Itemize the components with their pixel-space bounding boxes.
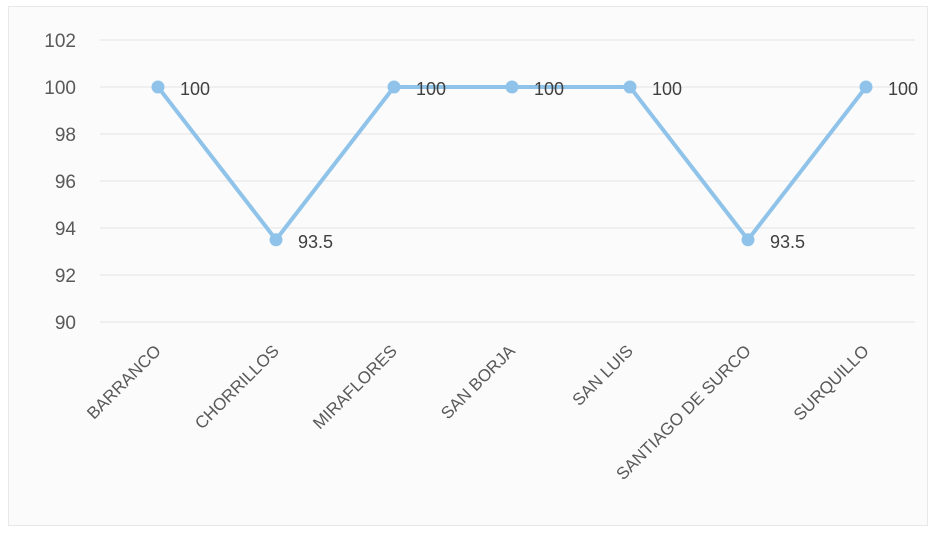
data-label-2: 100 [416,79,446,99]
y-tick-label-102: 102 [44,31,76,52]
x-category-label-miraflores: MIRAFLORES [309,341,401,433]
y-tick-label-100: 100 [44,78,76,99]
x-axis-category-labels: BARRANCO CHORRILLOS MIRAFLORES SAN BORJA SAN… [83,341,873,484]
x-category-label-san-luis: SAN LUIS [569,341,637,409]
data-point-0 [151,80,165,94]
series-polyline [156,85,868,242]
x-category-label-santiago-de-surco: SANTIAGO DE SURCO [612,341,754,483]
data-point-3 [505,80,519,94]
series-points [151,80,873,247]
y-axis-tick-labels: 90 92 94 96 98 100 102 [44,31,76,334]
data-label-0: 100 [180,79,210,99]
data-point-5 [741,233,755,247]
x-category-label-san-borja: SAN BORJA [437,341,519,423]
data-label-6: 100 [888,79,918,99]
data-point-2 [387,80,401,94]
y-tick-label-94: 94 [55,219,77,240]
y-tick-label-96: 96 [55,172,76,193]
data-labels: 100 93.5 100 100 100 93.5 100 [180,79,918,252]
series-line [156,85,868,242]
data-label-5: 93.5 [770,232,805,252]
data-label-3: 100 [534,79,564,99]
data-label-4: 100 [652,79,682,99]
data-point-4 [623,80,637,94]
x-category-label-surquillo: SURQUILLO [790,341,873,424]
y-tick-label-90: 90 [55,313,76,334]
y-tick-label-98: 98 [55,125,76,146]
data-label-1: 93.5 [298,232,333,252]
y-tick-label-92: 92 [55,266,76,287]
data-point-1 [269,233,283,247]
data-point-6 [859,80,873,94]
x-category-label-chorrillos: CHORRILLOS [191,341,283,433]
x-category-label-barranco: BARRANCO [83,341,165,423]
